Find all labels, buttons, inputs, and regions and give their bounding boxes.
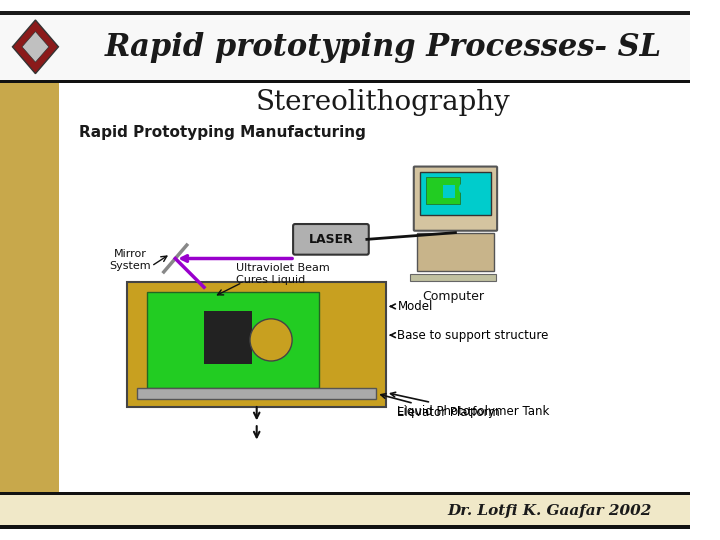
Bar <box>426 177 460 204</box>
Bar <box>417 233 494 271</box>
Bar <box>0 11 58 529</box>
Text: Ultraviolet Beam
Cures Liquid: Ultraviolet Beam Cures Liquid <box>235 264 329 285</box>
Bar <box>204 311 252 364</box>
Text: Model: Model <box>391 300 433 313</box>
Text: Rapid Prototyping Manufacturing: Rapid Prototyping Manufacturing <box>79 125 366 139</box>
FancyBboxPatch shape <box>293 224 369 255</box>
Text: Stereolithography: Stereolithography <box>256 89 510 116</box>
Bar <box>0 525 690 529</box>
Polygon shape <box>22 31 49 62</box>
Text: Elevator Platform: Elevator Platform <box>381 394 500 419</box>
Bar <box>137 388 377 399</box>
FancyBboxPatch shape <box>414 166 497 231</box>
Circle shape <box>250 319 292 361</box>
Bar <box>420 172 491 215</box>
Bar <box>410 274 496 281</box>
Text: Rapid prototyping Processes- SL: Rapid prototyping Processes- SL <box>104 32 662 63</box>
Text: Liquid Photopolymer Tank: Liquid Photopolymer Tank <box>390 392 550 418</box>
Text: Dr. Lotfi K. Gaafar 2002: Dr. Lotfi K. Gaafar 2002 <box>447 504 652 518</box>
Text: Computer: Computer <box>422 290 484 303</box>
Bar <box>127 282 386 407</box>
Polygon shape <box>12 20 58 73</box>
Bar <box>147 292 319 388</box>
Bar <box>0 495 690 529</box>
Bar <box>444 185 455 198</box>
Text: LASER: LASER <box>309 233 354 246</box>
Circle shape <box>459 183 470 194</box>
Text: Base to support structure: Base to support structure <box>391 329 549 342</box>
Bar <box>0 80 690 83</box>
Bar <box>58 83 690 495</box>
Bar <box>0 15 690 80</box>
Text: Mirror
System: Mirror System <box>109 249 151 271</box>
Bar <box>0 11 690 15</box>
Bar <box>0 492 690 495</box>
